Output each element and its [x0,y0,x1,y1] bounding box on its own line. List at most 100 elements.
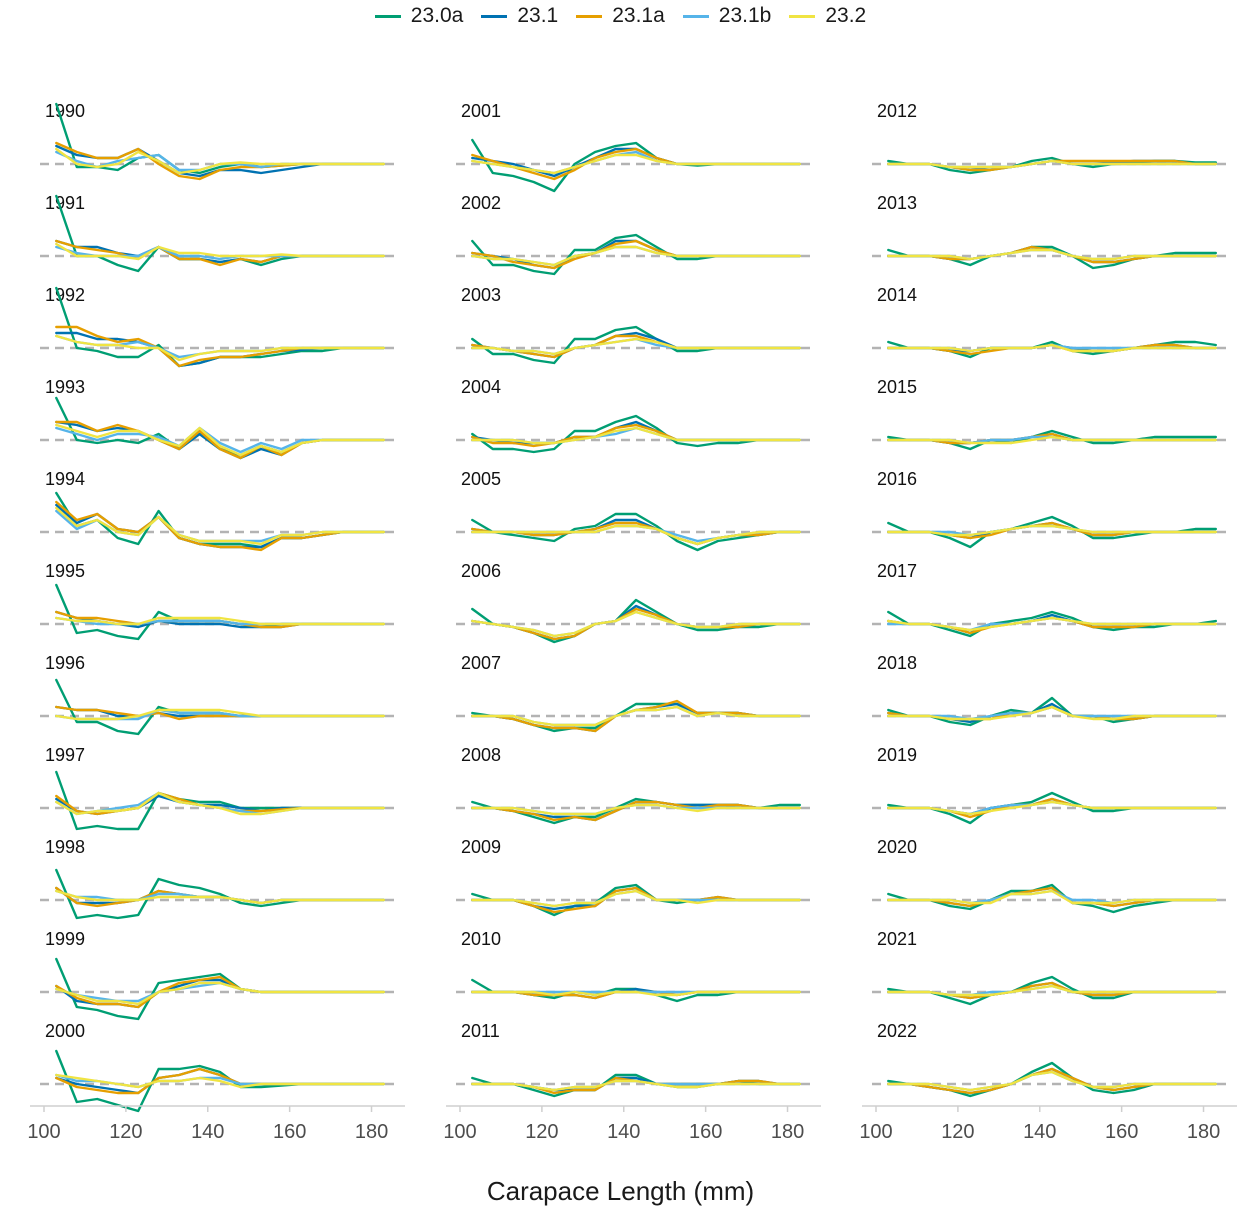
panel-title: 2016 [877,469,917,489]
panel: 2006 [456,561,816,644]
panel: 2016 [872,469,1232,549]
panel-title: 2014 [877,285,917,305]
series-line-23.2 [55,981,385,1006]
x-tick-label: 120 [941,1121,974,1143]
panel-title: 2013 [877,193,917,213]
series-line-23.0a [55,286,385,368]
panel-title: 1992 [45,285,85,305]
x-tick-label: 160 [689,1121,722,1143]
series-line-23.0a [887,975,1218,1006]
legend-swatch [576,14,603,18]
panel-title: 2004 [461,377,501,397]
series-line-23.2 [55,708,385,721]
series-line-23.2 [471,990,801,997]
x-tick-label: 180 [771,1121,804,1143]
panel: 2018 [872,653,1232,727]
panel-title: 2018 [877,653,917,673]
series-line-23.0a [55,583,385,641]
panel-title: 2021 [877,929,917,949]
panel-title: 2011 [461,1021,500,1041]
series-line-23.1a [55,141,385,181]
series-line-23.0a [887,610,1218,638]
panel: 2001 [456,101,816,193]
series-line-23.2 [55,242,385,261]
legend-item: 23.1 [481,4,558,28]
x-tick-label: 180 [1187,1121,1220,1143]
panel: 1998 [40,837,400,920]
legend-swatch [789,14,816,18]
panel-title: 2003 [461,285,501,305]
panel-title: 1995 [45,561,85,581]
panel-title: 2012 [877,101,917,121]
panel: 2007 [456,653,816,733]
x-tick-label: 140 [1023,1121,1056,1143]
series-line-23.2 [55,616,385,626]
panel: 1992 [40,285,400,368]
series-line-23.1a [55,500,385,552]
panel-title: 1993 [45,377,85,397]
panel-title: 2006 [461,561,501,581]
panel: 2000 [40,1021,400,1113]
series-line-23.2 [471,426,801,445]
series-line-23.0a [471,978,801,1003]
series-line-23.2 [471,153,801,175]
panel: 1997 [40,745,400,831]
panel-title: 1998 [45,837,85,857]
panel-title: 1999 [45,929,85,949]
series-line-23.0a [55,770,385,831]
panel: 2004 [456,377,816,454]
series-line-23.1a [471,239,801,270]
panel-title: 2005 [461,469,501,489]
panel-title: 2008 [461,745,501,765]
series-line-23.1a [55,325,385,368]
panel-title: 2001 [461,101,501,121]
series-line-23.2 [471,1079,801,1092]
series-line-23.2 [471,889,801,908]
series-line-23.2 [471,705,801,727]
series-line-23.0a [471,414,801,454]
panel-title: 1994 [45,469,85,489]
legend-item: 23.0a [374,4,463,28]
panel: 1993 [40,377,400,460]
series-line-23.2 [887,524,1218,537]
series-line-23.2 [55,334,385,362]
x-tick-label: 180 [355,1121,388,1143]
panel: 2003 [456,285,816,365]
series-line-23.2 [55,791,385,816]
series-line-23.1a [887,432,1218,445]
series-line-23.2 [887,800,1218,816]
x-tick-label: 160 [273,1121,306,1143]
panel: 2010 [456,929,816,1003]
panel-title: 2007 [461,653,501,673]
panel-title: 1991 [45,193,85,213]
x-axis-title: Carapace Length (mm) [486,1176,755,1206]
panel-title: 2017 [877,561,917,581]
legend-swatch [682,14,709,18]
series-line-23.0a [55,102,385,175]
legend-swatch [481,14,508,18]
series-line-23.1b [471,889,801,908]
panel: 1996 [40,653,400,736]
legend-label: 23.1 [517,4,559,27]
x-tick-label: 100 [859,1121,892,1143]
panel: 2021 [872,929,1232,1006]
panel: 1994 [40,469,400,552]
x-tick-label: 140 [191,1121,224,1143]
panel: 1990 [40,101,400,181]
x-tick-label: 120 [109,1121,142,1143]
series-line-23.2 [55,1073,385,1089]
series-line-23.0a [887,883,1218,914]
series-line-23.2 [887,889,1218,905]
series-line-23.1a [471,800,801,822]
panel: 2017 [872,561,1232,638]
panel-title: 2002 [461,193,501,213]
series-line-23.2 [55,423,385,457]
x-tick-label: 120 [525,1121,558,1143]
series-line-23.2 [55,889,385,905]
panel-title: 2022 [877,1021,917,1041]
legend-label: 23.2 [825,4,867,27]
series-line-23.2 [887,343,1218,353]
legend-item: 23.1b [682,4,771,28]
